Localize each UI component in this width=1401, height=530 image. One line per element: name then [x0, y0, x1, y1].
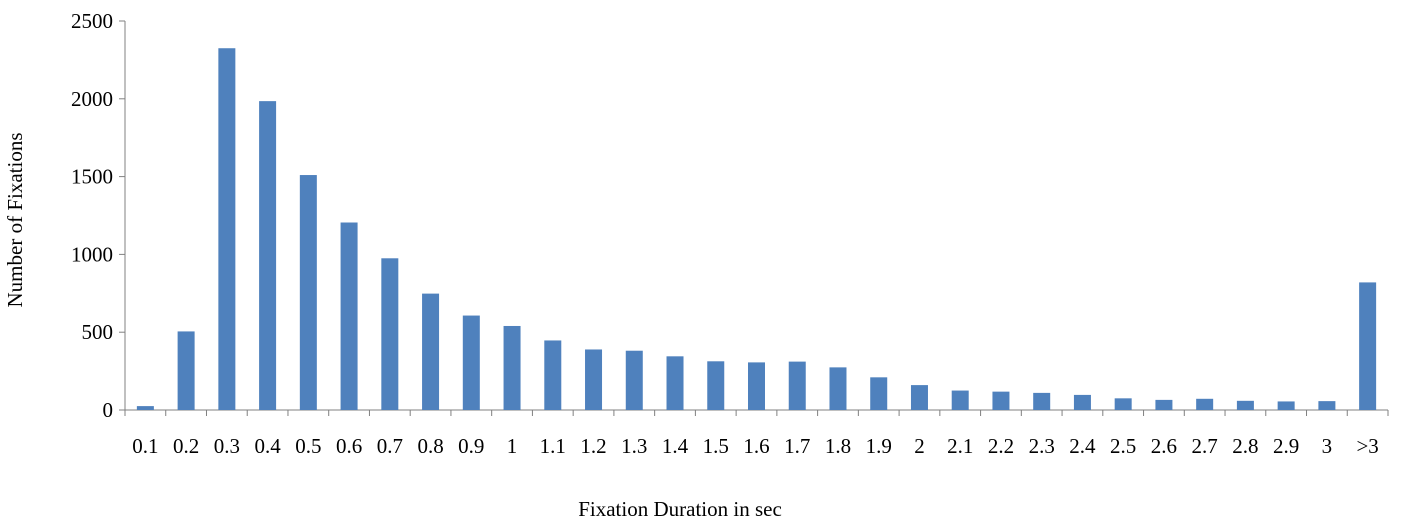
x-tick-label: 3	[1322, 434, 1333, 458]
bar-0.5	[299, 175, 317, 410]
bar-1.7	[788, 361, 806, 410]
bar-2.2	[992, 391, 1010, 410]
x-tick-label: 0.6	[336, 434, 362, 458]
x-tick-label: 1.4	[662, 434, 689, 458]
bars	[136, 48, 1377, 410]
bar-2.4	[1073, 394, 1091, 410]
bar-3	[1318, 401, 1336, 410]
y-tick-label: 2000	[71, 87, 113, 111]
bar-1.3	[625, 350, 643, 410]
bar-1.5	[707, 361, 725, 410]
x-tick-label: 2.2	[988, 434, 1014, 458]
bar-2.1	[951, 390, 969, 410]
bar-2.6	[1155, 399, 1173, 410]
x-tick-label: 2	[914, 434, 925, 458]
bar-0.8	[422, 293, 440, 410]
x-tick-label: 0.2	[173, 434, 199, 458]
x-tick-label: 0.4	[254, 434, 281, 458]
x-tick-label: 2.8	[1232, 434, 1258, 458]
bar-2.5	[1114, 398, 1132, 410]
x-tick-label: >3	[1356, 434, 1378, 458]
x-tick-label: 1	[507, 434, 518, 458]
bar-1.6	[748, 362, 765, 410]
x-tick-label: 2.6	[1151, 434, 1177, 458]
bar-gt3	[1359, 282, 1377, 410]
x-tick-label: 1.5	[703, 434, 729, 458]
x-tick-label: 1.1	[540, 434, 566, 458]
x-tick-label: 2.9	[1273, 434, 1299, 458]
x-tick-label: 0.7	[377, 434, 403, 458]
x-tick-label: 1.3	[621, 434, 647, 458]
y-ticks: 0 500 1000 1500 2000 2500	[71, 9, 125, 422]
bar-2.3	[1033, 392, 1051, 410]
x-ticks: 0.1 0.2 0.3 0.4 0.5 0.6 0.7 0.8 0.9 1 1.1 1.2 1.3 1.4…	[124, 410, 1389, 458]
x-tick-label: 1.9	[866, 434, 892, 458]
bar-1.8	[829, 367, 847, 410]
y-tick-label: 2500	[71, 9, 113, 33]
y-axis-title: Number of Fixations	[3, 133, 27, 308]
bar-2.9	[1277, 401, 1295, 410]
x-tick-label: 2.3	[1029, 434, 1055, 458]
x-tick-label: 2.4	[1069, 434, 1096, 458]
x-tick-label: 2.1	[947, 434, 973, 458]
bar-0.9	[462, 315, 480, 410]
x-tick-label: 1.7	[784, 434, 810, 458]
bar-2.7	[1196, 398, 1214, 410]
bar-0.3	[218, 48, 236, 410]
bar-1.2	[585, 349, 603, 410]
bar-0.6	[340, 222, 358, 410]
bar-1.1	[544, 340, 562, 410]
x-tick-label: 1.2	[580, 434, 606, 458]
x-tick-label: 1.8	[825, 434, 851, 458]
y-tick-label: 1500	[71, 165, 113, 189]
bar-1.9	[870, 377, 888, 410]
bar-0.1	[136, 406, 154, 410]
y-tick-label: 0	[103, 398, 114, 422]
y-tick-label: 1000	[71, 242, 113, 266]
bar-2.8	[1236, 400, 1254, 410]
x-tick-label: 0.8	[417, 434, 443, 458]
x-tick-label: 2.5	[1110, 434, 1136, 458]
y-axis: 0 500 1000 1500 2000 2500	[71, 9, 126, 422]
x-axis-title: Fixation Duration in sec	[578, 497, 782, 521]
x-tick-label: 0.5	[295, 434, 321, 458]
bar-0.2	[177, 331, 195, 410]
x-tick-label: 0.3	[214, 434, 240, 458]
bar-2	[910, 385, 928, 410]
bar-0.7	[381, 258, 399, 410]
bar-1.4	[666, 356, 684, 410]
x-tick-label: 0.1	[132, 434, 158, 458]
x-tick-label: 0.9	[458, 434, 484, 458]
bar-0.4	[259, 101, 277, 410]
y-tick-label: 500	[82, 320, 114, 344]
bar-1	[503, 325, 521, 410]
x-tick-label: 1.6	[743, 434, 769, 458]
x-tick-label: 2.7	[1192, 434, 1218, 458]
x-axis: 0.1 0.2 0.3 0.4 0.5 0.6 0.7 0.8 0.9 1 1.1 1.2 1.3 1.4…	[124, 409, 1389, 458]
